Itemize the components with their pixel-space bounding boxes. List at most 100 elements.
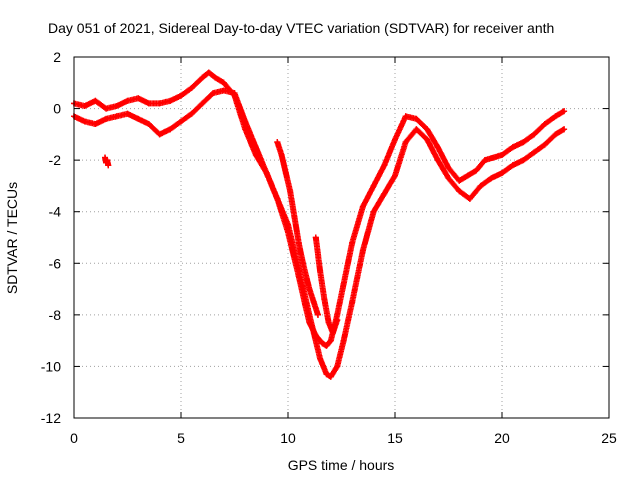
- series-outlier: [102, 154, 112, 169]
- y-tick-label: 2: [53, 49, 61, 65]
- data-point: [113, 113, 120, 120]
- data-point: [323, 371, 330, 378]
- y-tick-label: -4: [49, 204, 62, 220]
- data-point: [424, 126, 431, 133]
- data-point: [212, 74, 219, 81]
- data-point: [413, 115, 420, 122]
- data-point: [124, 110, 131, 117]
- data-point: [295, 239, 302, 246]
- data-point: [520, 139, 527, 146]
- data-point: [156, 100, 163, 107]
- x-tick-label: 20: [494, 430, 510, 446]
- data-point: [317, 355, 324, 362]
- data-point: [473, 167, 480, 174]
- data-point: [509, 144, 516, 151]
- x-tick-label: 10: [280, 430, 296, 446]
- data-point: [199, 74, 206, 81]
- series-track-c: [274, 139, 321, 318]
- data-point: [274, 195, 281, 202]
- data-point: [306, 286, 313, 293]
- data-point: [113, 102, 120, 109]
- data-point: [178, 118, 184, 125]
- data-point: [445, 175, 452, 182]
- x-axis-label: GPS time / hours: [288, 457, 395, 473]
- data-point: [145, 100, 152, 107]
- data-point: [310, 298, 317, 305]
- data-point: [561, 126, 568, 133]
- data-point: [319, 340, 326, 347]
- y-tick-label: -2: [49, 152, 62, 168]
- data-point: [520, 157, 527, 164]
- data-point: [199, 100, 206, 107]
- x-tick-label: 15: [387, 430, 403, 446]
- data-point: [278, 151, 285, 158]
- data-point: [531, 131, 538, 138]
- y-tick-label: -6: [49, 255, 62, 271]
- data-point: [541, 121, 548, 128]
- data-point: [445, 164, 452, 171]
- y-tick-label: 0: [53, 101, 61, 117]
- data-point: [103, 105, 110, 112]
- data-point: [340, 280, 347, 287]
- data-point: [327, 337, 334, 344]
- data-point: [392, 172, 398, 179]
- data-point: [370, 182, 377, 189]
- data-point: [188, 110, 195, 117]
- data-point: [327, 373, 334, 380]
- data-point: [295, 265, 302, 272]
- data-point: [314, 311, 321, 318]
- data-point: [334, 317, 341, 324]
- data-point: [291, 213, 298, 220]
- y-tick-label: -12: [41, 410, 61, 426]
- data-point: [490, 154, 497, 161]
- data-point: [329, 329, 336, 336]
- data-point: [456, 177, 463, 184]
- grid-layer: [74, 57, 609, 418]
- data-point: [317, 268, 324, 275]
- data-point: [167, 126, 174, 133]
- data-points-layer: [71, 69, 568, 380]
- data-point: [92, 97, 99, 104]
- data-point: [541, 141, 548, 148]
- data-point: [312, 234, 319, 241]
- data-point: [231, 90, 238, 97]
- data-point: [220, 87, 227, 94]
- data-point: [135, 115, 142, 122]
- chart-title: Day 051 of 2021, Sidereal Day-to-day VTE…: [48, 20, 554, 36]
- data-point: [456, 188, 463, 195]
- data-point: [81, 118, 88, 125]
- data-point: [263, 170, 270, 177]
- data-point: [381, 190, 388, 197]
- data-point: [552, 113, 559, 120]
- data-point: [306, 311, 313, 318]
- data-point: [299, 260, 306, 267]
- data-point: [220, 79, 227, 86]
- x-tick-label: 0: [70, 430, 78, 446]
- data-point: [359, 203, 366, 210]
- data-point: [561, 108, 568, 115]
- y-axis-label: SDTVAR / TECUs: [4, 182, 20, 294]
- data-point: [156, 131, 163, 138]
- data-point: [167, 97, 174, 104]
- data-point: [481, 157, 488, 164]
- data-point: [103, 115, 110, 122]
- data-point: [81, 102, 88, 109]
- data-point: [145, 121, 152, 128]
- data-point: [287, 188, 294, 195]
- data-point: [381, 162, 388, 169]
- data-point: [282, 170, 289, 177]
- data-point: [392, 136, 398, 143]
- data-point: [124, 97, 131, 104]
- data-point: [413, 126, 420, 133]
- data-point: [402, 139, 409, 146]
- series-track-b: [71, 87, 568, 380]
- y-tick-label: -10: [41, 358, 61, 374]
- data-point: [466, 195, 473, 202]
- data-point: [188, 84, 195, 91]
- plot-frame: [73, 56, 610, 419]
- data-point: [499, 170, 505, 177]
